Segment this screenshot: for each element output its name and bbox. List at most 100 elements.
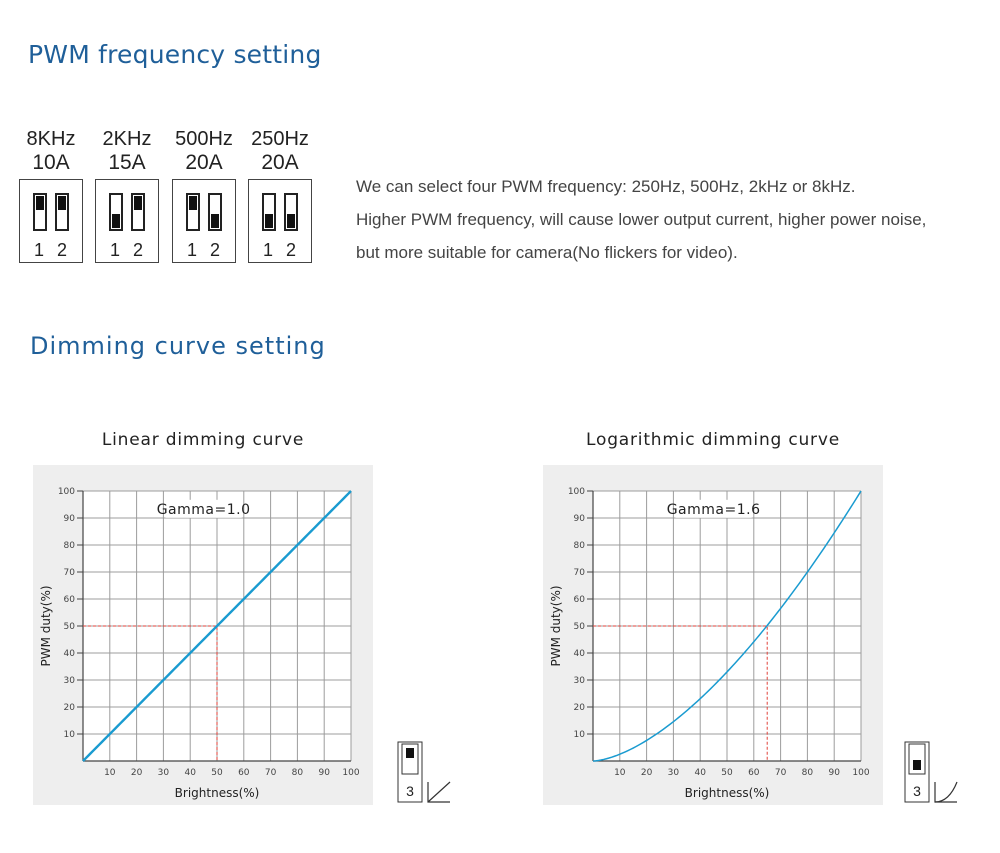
switch-number: 1 xyxy=(263,240,274,260)
y-tick-label: 100 xyxy=(568,487,585,497)
log-switch-indicator: 3 xyxy=(904,741,958,803)
switch-2-knob xyxy=(287,214,295,228)
dimming-curve-line xyxy=(82,490,352,762)
pwm-description: We can select four PWM frequency: 250Hz,… xyxy=(356,170,996,269)
description-line: Higher PWM frequency, will cause lower o… xyxy=(356,210,927,229)
switch-2-knob xyxy=(134,196,142,210)
y-tick-label: 60 xyxy=(64,595,76,605)
switch-1-knob xyxy=(36,196,44,210)
frequency-label: 2KHz xyxy=(102,128,152,150)
switch-number: 1 xyxy=(110,240,121,260)
dip-switch-500hz: 500Hz 20A 1 2 xyxy=(171,128,237,263)
switch-2-knob xyxy=(58,196,66,210)
y-tick-label: 30 xyxy=(64,676,76,686)
switch-3-knob xyxy=(913,760,921,770)
log-dimming-chart: 10 20 30 40 50 60 70 80 90 100 10 20 30 40 50 60 70 80 90 1… xyxy=(543,465,883,805)
switch-2-slot xyxy=(284,193,298,231)
y-tick-label: 50 xyxy=(574,622,586,632)
x-tick-label: 70 xyxy=(265,768,277,778)
x-tick-label: 100 xyxy=(852,768,869,778)
linear-curve-icon xyxy=(427,781,451,803)
y-tick-label: 80 xyxy=(64,541,76,551)
switch-1-knob xyxy=(189,196,197,210)
log-curve-icon xyxy=(934,781,958,803)
switch-2-slot xyxy=(208,193,222,231)
y-tick-label: 20 xyxy=(64,703,76,713)
x-tick-label: 60 xyxy=(748,768,760,778)
dip-switch-8khz: 8KHz 10A 1 2 xyxy=(18,128,84,263)
dip-switch-250hz: 250Hz 20A 1 2 xyxy=(247,128,313,263)
switch-number: 1 xyxy=(34,240,45,260)
axis-icon xyxy=(427,782,450,803)
gamma-annotation: Gamma=1.0 xyxy=(157,502,251,518)
description-line: but more suitable for camera(No flickers… xyxy=(356,243,738,262)
y-tick-label: 10 xyxy=(64,730,76,740)
x-tick-label: 60 xyxy=(238,768,250,778)
y-tick-label: 20 xyxy=(574,703,586,713)
y-tick-label: 80 xyxy=(574,541,586,551)
frequency-label: 8KHz xyxy=(26,128,76,150)
annotation-background xyxy=(165,499,242,518)
y-tick-label: 70 xyxy=(64,568,76,578)
pwm-section-title: PWM frequency setting xyxy=(28,40,322,69)
y-axis-label: PWM duty(%) xyxy=(549,585,563,666)
x-tick-label: 20 xyxy=(641,768,653,778)
axis-icon xyxy=(934,782,957,803)
switch-1-knob xyxy=(112,214,120,228)
switch-number: 2 xyxy=(133,240,144,260)
current-label: 20A xyxy=(261,151,299,174)
x-tick-label: 50 xyxy=(721,768,733,778)
current-label: 15A xyxy=(108,151,146,174)
switch-3-frame xyxy=(904,741,930,803)
dip-switch-2khz: 2KHz 15A 1 2 xyxy=(94,128,160,263)
frequency-label: 500Hz xyxy=(175,128,233,150)
frequency-label: 250Hz xyxy=(251,128,309,150)
y-tick-label: 50 xyxy=(64,622,76,632)
x-tick-label: 90 xyxy=(318,768,330,778)
switch-1-knob xyxy=(265,214,273,228)
x-tick-label: 70 xyxy=(775,768,787,778)
switch-3-knob xyxy=(406,748,414,758)
x-tick-label: 80 xyxy=(802,768,814,778)
x-tick-label: 80 xyxy=(292,768,304,778)
switch-3-number: 3 xyxy=(406,783,414,799)
switch-2-knob xyxy=(211,214,219,228)
dimming-curve-line xyxy=(592,490,862,762)
linear-switch-indicator: 3 xyxy=(397,741,451,803)
switch-3-number: 3 xyxy=(913,783,921,799)
x-tick-label: 40 xyxy=(694,768,706,778)
x-tick-label: 50 xyxy=(211,768,223,778)
switch-3-frame xyxy=(397,741,423,803)
switch-1-slot xyxy=(33,193,47,231)
x-tick-label: 40 xyxy=(184,768,196,778)
description-line: We can select four PWM frequency: 250Hz,… xyxy=(356,177,856,196)
linear-dimming-chart: 10 20 30 40 50 60 70 80 90 100 10 20 30 40 50 60 70 80 90 1… xyxy=(33,465,373,805)
switch-1-slot xyxy=(262,193,276,231)
switch-number: 2 xyxy=(286,240,297,260)
y-tick-label: 60 xyxy=(574,595,586,605)
y-tick-label: 40 xyxy=(64,649,76,659)
log-chart-title: Logarithmic dimming curve xyxy=(586,430,840,450)
switch-number: 2 xyxy=(210,240,221,260)
switch-2-slot xyxy=(55,193,69,231)
switch-1-slot xyxy=(186,193,200,231)
x-tick-label: 10 xyxy=(104,768,116,778)
dimming-section-title: Dimming curve setting xyxy=(30,332,326,360)
current-label: 20A xyxy=(185,151,223,174)
x-tick-label: 100 xyxy=(342,768,359,778)
y-tick-label: 90 xyxy=(64,514,76,524)
switch-2-slot xyxy=(131,193,145,231)
annotation-background xyxy=(675,499,752,518)
y-tick-label: 40 xyxy=(574,649,586,659)
gamma-annotation: Gamma=1.6 xyxy=(667,502,761,518)
switch-number: 1 xyxy=(187,240,198,260)
current-label: 10A xyxy=(32,151,70,174)
linear-chart-title: Linear dimming curve xyxy=(101,430,305,450)
y-tick-label: 90 xyxy=(574,514,586,524)
y-axis-label: PWM duty(%) xyxy=(39,585,53,666)
y-tick-label: 10 xyxy=(574,730,586,740)
